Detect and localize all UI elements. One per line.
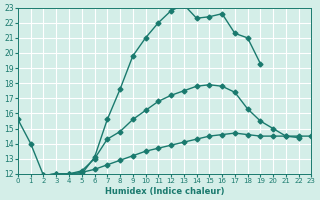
X-axis label: Humidex (Indice chaleur): Humidex (Indice chaleur)	[105, 187, 224, 196]
